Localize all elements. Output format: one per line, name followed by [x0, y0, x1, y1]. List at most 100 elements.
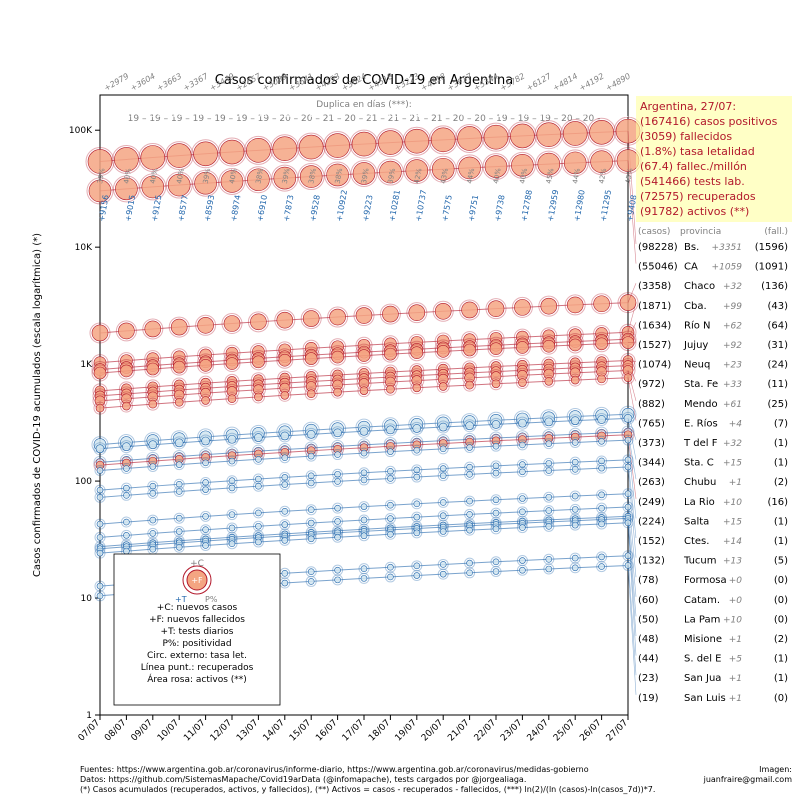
- bubble: [387, 564, 393, 570]
- y-tick-label: 10: [81, 594, 93, 604]
- prov-name: Salta: [684, 516, 709, 527]
- bubble: [123, 519, 129, 525]
- bubble: [590, 120, 614, 144]
- prov-cases: (98228): [638, 242, 678, 253]
- prov-name: Cba.: [684, 301, 707, 312]
- bubble: [594, 296, 610, 312]
- y-tick-label: 10K: [75, 243, 93, 253]
- bubble: [546, 556, 552, 562]
- prov-name: CA: [684, 262, 698, 273]
- bubble: [202, 396, 210, 404]
- prov-deaths: (7): [774, 418, 788, 429]
- bubble: [97, 534, 103, 540]
- prov-delta: +92: [723, 341, 742, 351]
- legend-c: +C: [190, 559, 204, 569]
- prov-cases: (1527): [638, 340, 671, 351]
- bubble: [387, 531, 393, 537]
- delta-cases: +3367: [182, 71, 211, 93]
- bubble: [229, 525, 235, 531]
- bubble: [387, 502, 393, 508]
- prov-deaths: (0): [774, 693, 788, 704]
- bubble: [387, 475, 393, 481]
- bubble: [305, 353, 317, 365]
- summary-line: (541466) tests lab.: [640, 175, 745, 188]
- x-tick-label: 24/07: [526, 718, 551, 743]
- x-tick-label: 09/07: [130, 718, 155, 743]
- bubble: [97, 521, 103, 527]
- bubble: [467, 511, 473, 517]
- bubble: [514, 299, 530, 315]
- x-tick-label: 16/07: [314, 718, 339, 743]
- bubble: [387, 449, 393, 455]
- delta-tests: +10737: [414, 189, 428, 222]
- bubble: [510, 124, 534, 148]
- bubble: [202, 437, 210, 445]
- bubble: [519, 567, 525, 573]
- bubble: [541, 298, 557, 314]
- bubble: [281, 432, 289, 440]
- bubble: [123, 548, 129, 554]
- bubble: [546, 566, 552, 572]
- footer-l2: Datos: https://github.com/SistemasMapach…: [80, 775, 526, 784]
- bubble: [413, 424, 421, 432]
- bubble: [596, 338, 608, 350]
- prov-deaths: (64): [767, 320, 788, 331]
- bubble: [599, 492, 605, 498]
- bubble: [173, 361, 185, 373]
- bubble: [255, 539, 261, 545]
- footer-r1: Imagen:: [759, 765, 792, 774]
- bubble: [519, 558, 525, 564]
- prov-deaths: (1): [774, 673, 788, 684]
- x-tick-label: 14/07: [262, 718, 287, 743]
- bubble: [282, 522, 288, 528]
- prov-name: San Jua: [684, 673, 721, 684]
- bubble: [493, 443, 499, 449]
- summary-line: (91782) activos (**): [640, 205, 749, 218]
- bubble: [546, 508, 552, 514]
- bubble: [413, 384, 421, 392]
- prov-cases: (3358): [638, 281, 671, 292]
- summary-line: Argentina, 27/07:: [640, 100, 736, 113]
- bubble: [97, 593, 103, 599]
- bubble: [150, 530, 156, 536]
- delta-tests: +12959: [546, 189, 560, 222]
- bubble: [387, 574, 393, 580]
- prov-name: Chaco: [684, 281, 715, 292]
- bubble: [226, 358, 238, 370]
- legend-line: Circ. externo: tasa let.: [147, 651, 247, 661]
- bubble: [203, 542, 209, 548]
- bubble: [282, 455, 288, 461]
- x-tick-label: 27/07: [605, 718, 630, 743]
- bubble: [147, 363, 159, 375]
- delta-cases: +6127: [525, 71, 554, 93]
- legend-line: +F: nuevos fallecidos: [149, 615, 245, 625]
- prov-deaths: (1596): [755, 242, 788, 253]
- legend-line: P%: positividad: [162, 639, 231, 649]
- x-tick-label: 12/07: [209, 718, 234, 743]
- legend-line: +C: nuevos casos: [157, 603, 238, 613]
- bubble: [599, 521, 605, 527]
- bubble: [488, 301, 504, 317]
- bubble: [492, 420, 500, 428]
- summary-line: (67.4) fallec./millón: [640, 160, 747, 173]
- bubble: [467, 527, 473, 533]
- bubble: [599, 564, 605, 570]
- prov-deaths: (16): [767, 497, 788, 508]
- delta-tests: +11295: [599, 189, 613, 222]
- bubble: [92, 325, 108, 341]
- delta-tests: +9223: [361, 194, 375, 222]
- bubble: [335, 577, 341, 583]
- pct-label: 45%: [545, 167, 556, 184]
- bubble: [572, 522, 578, 528]
- bubble: [282, 570, 288, 576]
- prov-name: San Luis: [684, 693, 726, 704]
- prov-delta: +0: [729, 576, 743, 586]
- bubble: [150, 490, 156, 496]
- table-header-deaths: (fall.): [764, 227, 788, 237]
- bubble: [123, 492, 129, 498]
- bubble: [414, 563, 420, 569]
- bubble: [97, 583, 103, 589]
- delta-tests: +12788: [520, 189, 534, 222]
- prov-cases: (224): [638, 516, 665, 527]
- x-tick-label: 25/07: [552, 718, 577, 743]
